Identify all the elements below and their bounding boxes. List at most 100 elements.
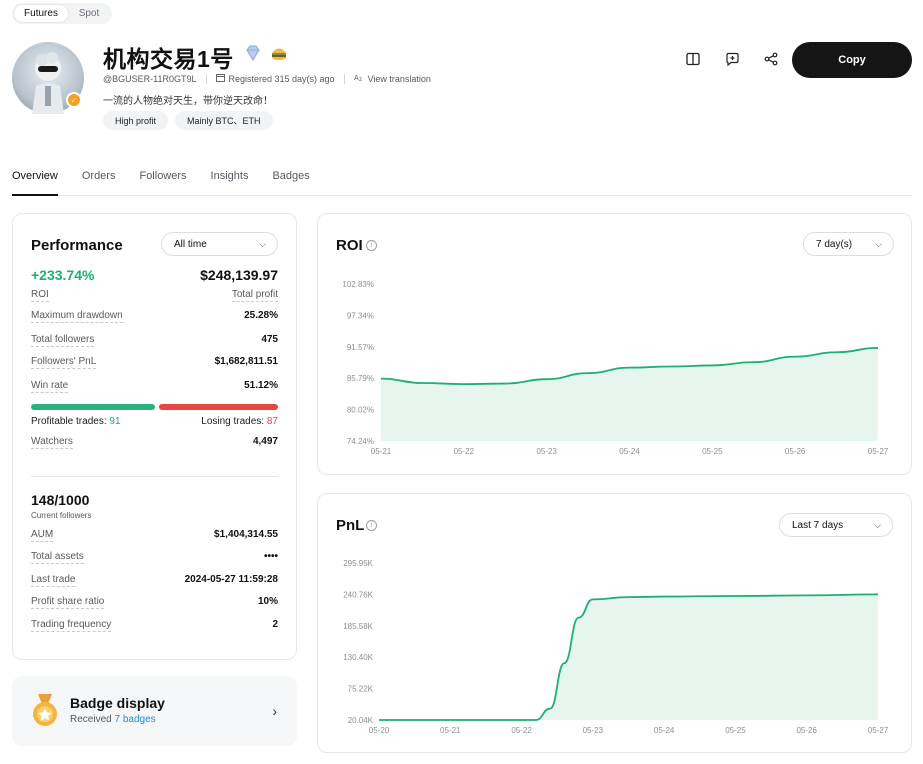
profile-tabs: Overview Orders Followers Insights Badge… — [12, 170, 912, 196]
tag-mainly-btc-eth: Mainly BTC、ETH — [175, 111, 273, 130]
x-tick-label: 05-23 — [536, 447, 557, 456]
add-watch-button[interactable] — [722, 49, 742, 69]
x-tick-label: 05-22 — [511, 726, 532, 735]
pnl-period-dropdown[interactable]: Last 7 days ⌵ — [779, 513, 893, 537]
chevron-right-icon: › — [272, 703, 277, 719]
share-icon — [764, 52, 778, 66]
svg-text:A: A — [354, 75, 359, 82]
detail-value: 2 — [272, 619, 278, 630]
current-followers-value: 148/1000 — [31, 492, 90, 508]
tag-list: High profit Mainly BTC、ETH — [103, 111, 273, 130]
pnl-chart: 295.95K 240.76K 185.58K 130.40K 75.22K 20.04K… — [343, 559, 889, 735]
detail-row: AUM $1,404,314.55 — [31, 529, 278, 543]
detail-value: 2024-05-27 11:59:28 — [184, 574, 278, 585]
tab-spot[interactable]: Spot — [78, 8, 100, 19]
detail-row: Last trade 2024-05-27 11:59:28 — [31, 574, 278, 588]
x-tick-label: 05-21 — [440, 726, 461, 735]
market-segment: Futures Spot — [12, 3, 112, 24]
total-profit-value: $248,139.97 — [200, 267, 278, 283]
svg-text:z: z — [359, 77, 362, 82]
badge-display-title: Badge display — [70, 695, 165, 711]
period-dropdown-value: All time — [174, 238, 207, 250]
y-tick-label: 85.79% — [347, 374, 374, 383]
x-tick-label: 05-25 — [725, 726, 746, 735]
losing-trades-label: Losing trades: — [201, 416, 265, 427]
detail-value: $1,404,314.55 — [214, 529, 278, 540]
stat-row: Maximum drawdown 25.28% — [31, 310, 278, 324]
roi-chart-card: ROI i 7 day(s) ⌵ 102.83% 97.34% 91.57% 85.7… — [317, 213, 912, 475]
roi-chart-title: ROI — [336, 237, 363, 254]
copy-button[interactable]: Copy — [792, 42, 912, 78]
win-ratio-bar — [31, 404, 155, 410]
x-tick-label: 05-25 — [702, 447, 723, 456]
y-tick-label: 102.83% — [342, 280, 374, 289]
detail-label: Total assets — [31, 551, 84, 564]
x-tick-label: 05-24 — [619, 447, 640, 456]
meta-divider — [343, 73, 345, 84]
x-tick-label: 05-22 — [454, 447, 475, 456]
verified-badge-icon: ✓ — [66, 92, 82, 108]
performance-title: Performance — [31, 237, 123, 254]
pnl-chart-card: PnL i Last 7 days ⌵ 295.95K 240.76K 185.58… — [317, 493, 912, 753]
tab-orders[interactable]: Orders — [81, 170, 116, 182]
stat-value: 475 — [261, 334, 278, 345]
badge-received: Received 7 badges — [70, 714, 156, 725]
roi-period-dropdown[interactable]: 7 day(s) ⌵ — [803, 232, 894, 256]
stat-label: Maximum drawdown — [31, 310, 123, 323]
detail-value: •••• — [263, 551, 278, 562]
x-tick-label: 05-21 — [371, 447, 392, 456]
x-tick-label: 05-20 — [369, 726, 390, 735]
stat-row: Followers' PnL $1,682,811.51 — [31, 356, 278, 370]
tab-followers[interactable]: Followers — [139, 170, 187, 182]
series-line — [380, 346, 879, 386]
badge-received-prefix: Received — [70, 714, 112, 725]
section-divider — [31, 476, 278, 477]
chat-add-icon — [725, 52, 739, 66]
tab-insights[interactable]: Insights — [210, 170, 249, 182]
y-tick-label: 185.58K — [343, 622, 373, 631]
y-tick-label: 75.22K — [348, 685, 374, 694]
avatar — [12, 42, 84, 114]
y-tick-label: 74.24% — [347, 437, 374, 446]
loss-ratio-bar — [159, 404, 278, 410]
compare-button[interactable] — [683, 49, 703, 69]
chevron-down-icon: ⌵ — [875, 239, 882, 249]
detail-row: Total assets •••• — [31, 551, 278, 565]
detail-value: 10% — [257, 596, 278, 607]
x-tick-label: 05-24 — [654, 726, 675, 735]
roi-value: +233.74% — [31, 267, 95, 283]
compare-icon — [686, 52, 700, 66]
registered-text: Registered 315 day(s) ago — [228, 73, 335, 84]
share-button[interactable] — [761, 49, 781, 69]
trade-counts: Profitable trades: 91 Losing trades: 87 — [31, 416, 278, 427]
stat-value: 25.28% — [244, 310, 278, 321]
y-tick-label: 80.02% — [347, 406, 374, 415]
period-dropdown[interactable]: All time ⌵ — [161, 232, 278, 256]
y-tick-label: 130.40K — [343, 653, 373, 662]
info-icon[interactable]: i — [366, 520, 377, 531]
stat-row: Total followers 475 — [31, 334, 278, 348]
tab-badges[interactable]: Badges — [272, 170, 310, 182]
medal-icon — [32, 694, 58, 733]
profitable-trades-count: 91 — [109, 416, 121, 427]
performance-card: Performance All time ⌵ +233.74% $248,139… — [12, 213, 297, 660]
y-tick-label: 91.57% — [347, 343, 374, 352]
badge-count-link[interactable]: 7 badges — [114, 714, 156, 725]
losing-trades: Losing trades: 87 — [201, 416, 278, 427]
watchers-row: Watchers 4,497 — [31, 436, 278, 450]
x-tick-label: 05-26 — [785, 447, 806, 456]
info-icon[interactable]: i — [366, 240, 377, 251]
stat-value: 51.12% — [244, 380, 278, 391]
pnl-period-value: Last 7 days — [792, 519, 844, 531]
stat-label: Followers' PnL — [31, 356, 97, 369]
bio-text: 一流的人物绝对天生，带你逆天改命！ — [103, 96, 273, 107]
stat-label: Win rate — [31, 380, 69, 393]
view-translation-link[interactable]: View translation — [367, 73, 431, 84]
tab-futures[interactable]: Futures — [14, 5, 68, 22]
roi-label: ROI — [31, 289, 49, 302]
tab-overview[interactable]: Overview — [12, 170, 58, 196]
roi-chart: 102.83%97.34%91.57%85.79%80.02%74.24%05-… — [342, 280, 888, 456]
name-badges — [244, 44, 288, 67]
badge-display-card[interactable]: Badge display Received 7 badges › — [12, 676, 297, 746]
